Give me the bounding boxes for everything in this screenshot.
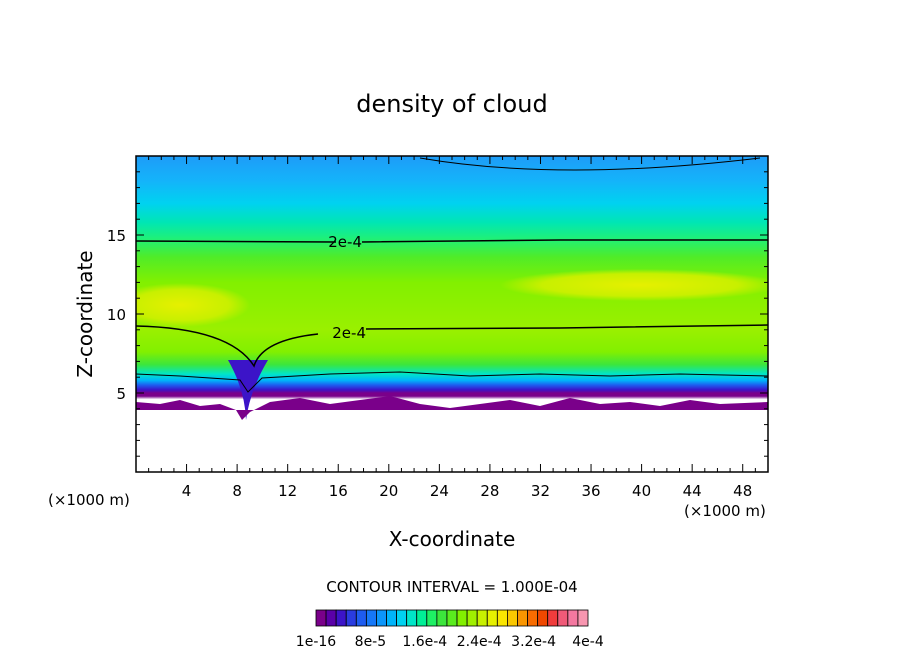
x-tick-label: 48 bbox=[733, 482, 752, 500]
contour-top bbox=[419, 157, 761, 171]
colorbar-swatch bbox=[396, 609, 408, 627]
colorbar-tick-label: 8e-5 bbox=[355, 634, 386, 650]
colorbar-swatch bbox=[456, 609, 468, 627]
contour-base bbox=[136, 371, 768, 393]
colorbar-swatch bbox=[446, 609, 458, 627]
colorbar-swatch bbox=[547, 609, 559, 627]
yellow-region-left bbox=[136, 283, 250, 327]
colorbar-tick-label: 1e-16 bbox=[296, 634, 336, 650]
x-tick-label: 8 bbox=[232, 482, 242, 500]
x-axis-label: X-coordinate bbox=[389, 527, 516, 551]
colorbar-swatch bbox=[325, 609, 337, 627]
colorbar-swatch bbox=[436, 609, 448, 627]
plot-area: 2e-4 2e-4 bbox=[136, 156, 768, 472]
yellow-region-right bbox=[500, 269, 768, 301]
colorbar-swatch bbox=[406, 609, 418, 627]
y-axis-ticks: 5 10 15 bbox=[107, 171, 768, 457]
contour-label-upper: 2e-4 bbox=[328, 233, 362, 251]
colorbar-swatch bbox=[486, 609, 498, 627]
contour-interval-text: CONTOUR INTERVAL = 1.000E-04 bbox=[326, 578, 577, 596]
cloud-base-ragged bbox=[136, 396, 768, 420]
x-tick-label: 24 bbox=[430, 482, 449, 500]
x-tick-label: 4 bbox=[182, 482, 192, 500]
colorbar-tick-label: 2.4e-4 bbox=[457, 634, 502, 650]
colorbar-swatch bbox=[315, 609, 327, 627]
x-tick-label: 32 bbox=[531, 482, 550, 500]
x-unit-label-right: (×1000 m) bbox=[684, 502, 766, 520]
x-tick-label: 20 bbox=[379, 482, 398, 500]
colorbar-swatch bbox=[557, 609, 569, 627]
colorbar-swatch bbox=[527, 609, 539, 627]
colorbar-swatch bbox=[537, 609, 549, 627]
colorbar-swatch bbox=[355, 609, 367, 627]
contour-label-middle: 2e-4 bbox=[332, 324, 366, 342]
x-tick-label: 12 bbox=[278, 482, 297, 500]
colorbar-swatch bbox=[507, 609, 518, 627]
colorbar-tick-label: 1.6e-4 bbox=[402, 634, 447, 650]
y-tick-label: 10 bbox=[107, 306, 126, 324]
x-tick-label: 40 bbox=[632, 482, 651, 500]
x-tick-label: 44 bbox=[683, 482, 702, 500]
colorbar-swatch bbox=[577, 609, 589, 627]
contour-upper bbox=[136, 239, 768, 243]
colorbar-swatch bbox=[365, 609, 377, 627]
colorbar-swatch bbox=[476, 609, 488, 627]
x-axis-ticks: 4 8 12 16 20 24 28 32 36 40 44 48 bbox=[148, 156, 756, 500]
colorbar-swatch bbox=[567, 609, 579, 627]
x-unit-label-left: (×1000 m) bbox=[48, 491, 130, 509]
colorbar-tick-label: 4e-4 bbox=[572, 634, 604, 650]
colorbar-tick-label: 3.2e-4 bbox=[511, 634, 556, 650]
y-tick-label: 5 bbox=[116, 385, 126, 403]
chart-title: density of cloud bbox=[356, 90, 547, 118]
colorbar bbox=[315, 609, 589, 627]
cloud-dip bbox=[228, 360, 268, 420]
colorbar-swatch bbox=[345, 609, 357, 627]
colorbar-swatch bbox=[517, 609, 528, 627]
colorbar-swatch bbox=[376, 609, 387, 627]
x-tick-label: 28 bbox=[480, 482, 499, 500]
x-tick-label: 36 bbox=[581, 482, 600, 500]
colorbar-swatch bbox=[496, 609, 508, 627]
y-tick-label: 15 bbox=[107, 227, 126, 245]
contour-middle bbox=[136, 324, 768, 368]
y-axis-label: Z-coordinate bbox=[73, 250, 97, 377]
x-tick-label: 16 bbox=[329, 482, 348, 500]
colorbar-swatch bbox=[335, 609, 347, 627]
colorbar-swatch bbox=[386, 609, 397, 627]
colorbar-swatch bbox=[416, 609, 428, 627]
colorbar-swatch bbox=[466, 609, 478, 627]
colorbar-labels: 1e-16 8e-5 1.6e-4 2.4e-4 3.2e-4 4e-4 bbox=[296, 634, 604, 650]
colorbar-swatch bbox=[426, 609, 438, 627]
